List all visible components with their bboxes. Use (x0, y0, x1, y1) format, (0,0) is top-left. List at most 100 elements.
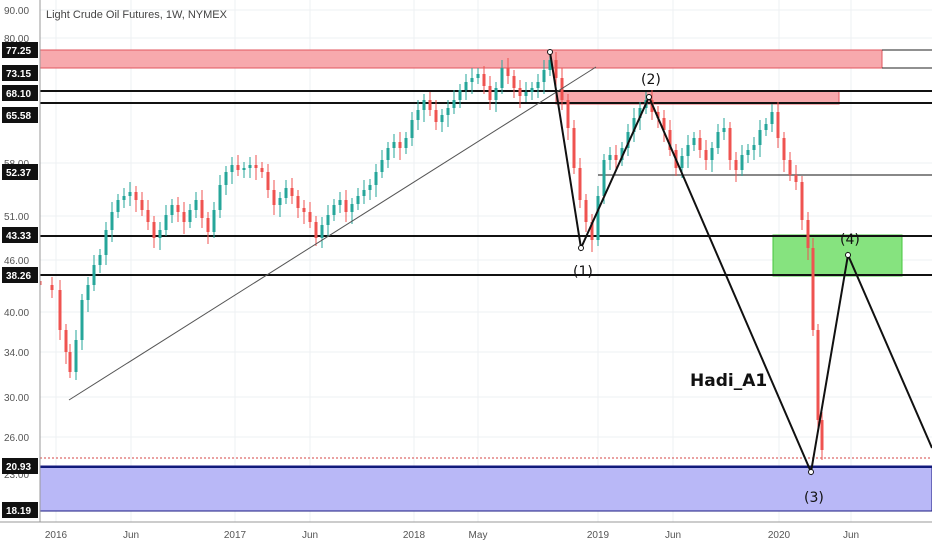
price-box (2, 42, 38, 58)
x-tick-label: 2018 (403, 530, 426, 541)
candle-body (620, 148, 624, 160)
candle-body (500, 68, 504, 88)
candle-body (68, 352, 72, 372)
candle-body (398, 142, 402, 148)
candle-body (530, 88, 534, 92)
y-tick-label: 40.00 (4, 308, 29, 319)
candle-body (176, 205, 180, 212)
price-box (2, 107, 38, 123)
candle-body (758, 130, 762, 145)
price-box (2, 65, 38, 81)
candle-body (200, 200, 204, 218)
price-box-label: 20.93 (6, 462, 31, 473)
candle-body (170, 205, 174, 215)
candle-body (722, 128, 726, 132)
candle-body (134, 192, 138, 200)
price-box-label: 43.33 (6, 231, 31, 242)
candle-body (686, 145, 690, 156)
candle-body (104, 230, 108, 255)
candle-body (662, 118, 666, 130)
candle-body (380, 160, 384, 172)
x-tick-label: 2016 (45, 530, 68, 541)
candle-body (470, 78, 474, 82)
candle-body (590, 222, 594, 240)
candle-body (278, 198, 282, 205)
candle-body (386, 148, 390, 160)
candle-body (374, 172, 378, 185)
candle-body (704, 150, 708, 160)
elliott-wave-path (549, 51, 932, 476)
candle-body (668, 130, 672, 150)
candle-body (188, 210, 192, 222)
candle-body (356, 196, 360, 204)
x-tick-label: 2020 (768, 530, 791, 541)
x-axis-background (0, 522, 932, 550)
candle-body (728, 128, 732, 160)
candle-body (140, 200, 144, 210)
candle-body (626, 132, 630, 148)
trendline (68, 66, 597, 401)
candle-body (776, 112, 780, 138)
candle-body (92, 265, 96, 285)
candle-body (782, 138, 786, 160)
wave-pivot (646, 94, 652, 100)
candle-body (164, 215, 168, 230)
candle-body (98, 255, 102, 265)
candle-body (692, 138, 696, 145)
candle-body (182, 212, 186, 222)
candle-body (272, 190, 276, 205)
candle-body (338, 200, 342, 205)
y-axis: 90.0080.0058.0051.0046.0040.0034.0030.00… (0, 0, 41, 522)
candle-body (206, 218, 210, 232)
candle-body (74, 340, 78, 372)
candle-body (488, 86, 492, 100)
price-box-label: 73.15 (6, 69, 31, 80)
candle-body (506, 68, 510, 76)
horizontal-lines (40, 90, 932, 468)
candle-body (542, 70, 546, 82)
candle-body (440, 115, 444, 122)
candle-body (602, 160, 606, 196)
candle-body (434, 110, 438, 122)
price-box (2, 85, 38, 101)
candle-body (656, 112, 660, 118)
candle-body (86, 285, 90, 300)
x-tick-label: Jun (123, 530, 139, 541)
candle-body (308, 212, 312, 222)
candle-body (494, 88, 498, 100)
candle-body (476, 74, 480, 78)
candle-body (446, 108, 450, 115)
candle-body (122, 196, 126, 200)
x-tick-label: 2019 (587, 530, 610, 541)
candles (38, 52, 824, 460)
candle-body (578, 168, 582, 200)
candle-body (536, 82, 540, 88)
candle-body (698, 138, 702, 150)
y-tick-label: 90.00 (4, 6, 29, 17)
candle-body (806, 220, 810, 248)
support-zone-green (772, 234, 903, 277)
candle-body (632, 118, 636, 132)
candle-body (350, 204, 354, 212)
candle-body (326, 215, 330, 225)
candle-body (512, 76, 516, 88)
candle-body (638, 108, 642, 118)
candle-body (788, 160, 792, 175)
price-box (2, 267, 38, 283)
candle-body (290, 188, 294, 196)
candle-body (416, 110, 420, 120)
y-tick-label: 30.00 (4, 393, 29, 404)
y-tick-label: 34.00 (4, 348, 29, 359)
candle-body (296, 196, 300, 208)
candle-body (404, 138, 408, 148)
candle-body (554, 60, 558, 78)
candle-body (392, 142, 396, 148)
candle-body (422, 100, 426, 110)
candle-body (518, 88, 522, 96)
candle-body (710, 148, 714, 160)
candle-body (770, 112, 774, 124)
candle-body (254, 165, 258, 168)
candle-body (110, 212, 114, 230)
candle-body (260, 168, 264, 172)
